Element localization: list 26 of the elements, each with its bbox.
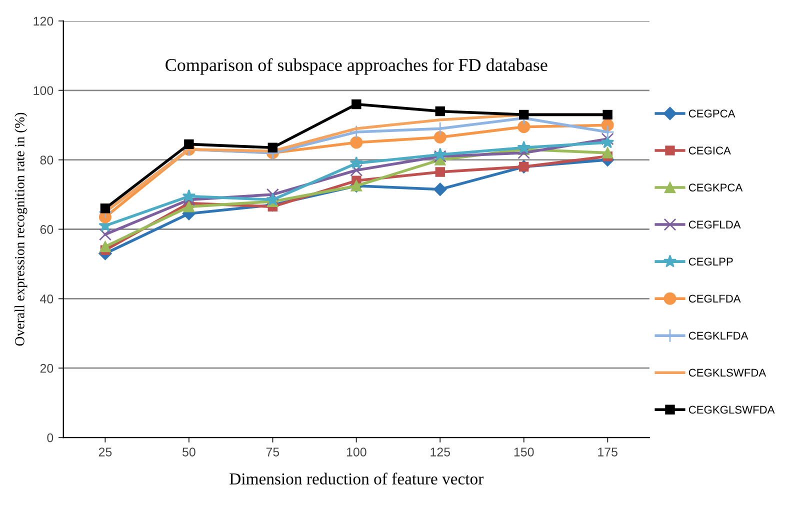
y-axis-title: Overall expression recognition rate in (%) — [14, 112, 28, 346]
x-axis-title: Dimension reduction of feature vector — [230, 472, 484, 485]
legend-label: CEGKLSWFDA — [688, 368, 766, 377]
y-tick-label: 20 — [40, 364, 54, 373]
legend-label: CEGFLDA — [688, 220, 741, 229]
legend-label: CEGLPP — [688, 258, 733, 266]
x-tick-label: 175 — [598, 448, 618, 456]
x-tick-label: 100 — [346, 448, 366, 456]
legend-label: CEGKLFDA — [688, 332, 748, 340]
legend-label: CEGICA — [688, 146, 731, 154]
y-tick-label: 80 — [40, 156, 54, 164]
y-tick-label: 0 — [47, 433, 54, 442]
x-tick-label: 75 — [266, 448, 280, 456]
legend-label: CEGPCA — [688, 110, 736, 118]
text: Comparison of subspace approaches for FD database — [166, 58, 548, 75]
y-tick-label: 120 — [34, 16, 54, 26]
y-tick-label: 100 — [34, 86, 54, 96]
legend-label: CEGKGLSWFDA — [688, 406, 775, 414]
legend-label: CEGKPCA — [688, 184, 743, 192]
y-tick-label: 40 — [40, 294, 54, 304]
x-tick-label: 50 — [182, 448, 196, 456]
x-tick-label: 125 — [430, 448, 450, 456]
legend-label: CEGLFDA — [688, 294, 741, 303]
x-tick-label: 25 — [98, 448, 112, 456]
y-tick-label: 60 — [40, 225, 54, 234]
x-tick-label: 150 — [514, 448, 534, 456]
